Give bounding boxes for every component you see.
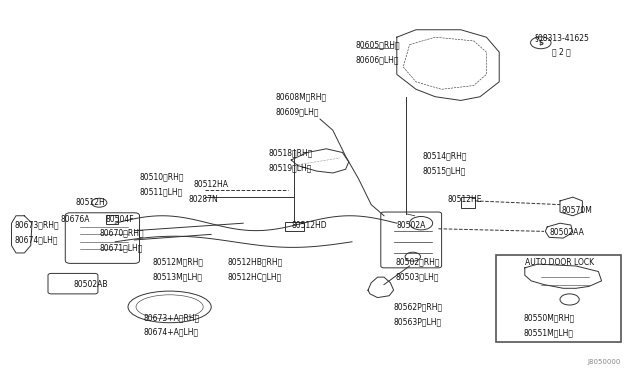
Bar [285,222,304,231]
Text: §08313-41625: §08313-41625 [534,33,589,42]
Text: 〈 2 〉: 〈 2 〉 [552,48,570,57]
Text: 80513M〈LH〉: 80513M〈LH〉 [152,273,202,282]
Text: 80608M〈RH〉: 80608M〈RH〉 [275,92,326,101]
Text: 80512HD: 80512HD [291,221,327,230]
Text: 80514〈RH〉: 80514〈RH〉 [422,152,467,161]
FancyBboxPatch shape [381,212,442,268]
Text: 80512M〈RH〉: 80512M〈RH〉 [152,258,204,267]
Text: 80563P〈LH〉: 80563P〈LH〉 [394,317,442,326]
Text: 80605〈RH〉: 80605〈RH〉 [355,40,400,49]
Ellipse shape [136,295,204,319]
Text: 80515〈LH〉: 80515〈LH〉 [422,167,466,176]
Text: 80674〈LH〉: 80674〈LH〉 [14,235,58,244]
Text: 80502〈RH〉: 80502〈RH〉 [396,258,440,267]
Text: 80502A: 80502A [397,221,426,230]
Text: 80504F: 80504F [106,215,134,224]
Text: S: S [538,40,543,46]
Text: 80512HC〈LH〉: 80512HC〈LH〉 [227,273,282,282]
Ellipse shape [128,291,211,323]
Text: 80671〈LH〉: 80671〈LH〉 [99,243,143,252]
Text: 80502AA: 80502AA [549,228,584,237]
Text: 80562P〈RH〉: 80562P〈RH〉 [394,302,443,311]
Text: 80674+A〈LH〉: 80674+A〈LH〉 [144,327,199,336]
Text: 80606〈LH〉: 80606〈LH〉 [355,55,399,64]
Text: 80550M〈RH〉: 80550M〈RH〉 [524,314,575,323]
Text: 80512HB〈RH〉: 80512HB〈RH〉 [227,258,282,267]
Text: 80287N: 80287N [189,195,218,203]
Text: 80673〈RH〉: 80673〈RH〉 [14,221,59,230]
Text: 80551M〈LH〉: 80551M〈LH〉 [524,328,573,337]
Text: 80511〈LH〉: 80511〈LH〉 [140,187,183,196]
Text: 80518〈RH〉: 80518〈RH〉 [269,148,313,157]
Text: 80673+A〈RH〉: 80673+A〈RH〉 [144,314,200,323]
Bar [496,255,621,342]
Text: 80609〈LH〉: 80609〈LH〉 [275,107,319,116]
Text: 80510〈RH〉: 80510〈RH〉 [140,172,184,181]
Text: J8050000: J8050000 [588,359,621,365]
Text: 80676A: 80676A [61,215,90,224]
Text: 80512HE: 80512HE [448,195,483,203]
Text: 80519〈LH〉: 80519〈LH〉 [269,163,312,172]
Bar [106,215,118,224]
Bar [461,197,475,208]
Text: 80502AB: 80502AB [74,280,108,289]
Text: AUTO DOOR LOCK: AUTO DOOR LOCK [525,258,594,267]
Text: 80503〈LH〉: 80503〈LH〉 [396,273,439,282]
FancyBboxPatch shape [48,273,98,294]
Text: 80512H: 80512H [76,198,105,207]
Text: 80512HA: 80512HA [194,180,229,189]
FancyBboxPatch shape [65,213,140,263]
Text: 80670〈RH〉: 80670〈RH〉 [99,228,144,237]
Text: 80570M: 80570M [562,206,593,215]
